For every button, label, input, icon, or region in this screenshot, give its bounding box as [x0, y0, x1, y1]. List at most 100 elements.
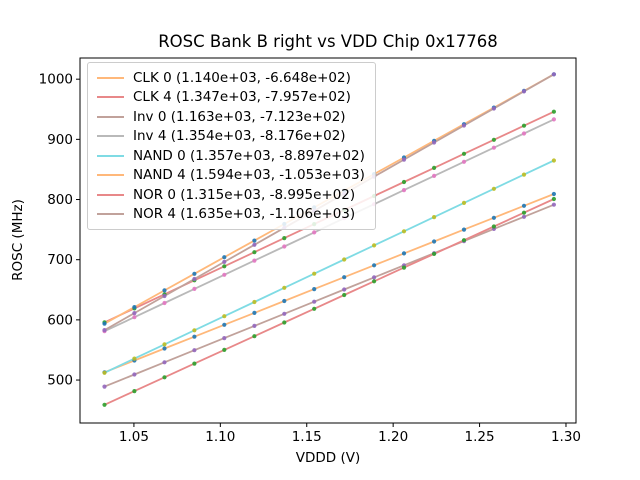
data-point-marker [282, 311, 287, 316]
data-point-marker [192, 348, 197, 353]
x-axis-label: VDDD (V) [296, 450, 360, 466]
data-point-marker [312, 306, 317, 311]
data-point-marker [192, 361, 197, 366]
data-point-marker [132, 372, 137, 377]
data-point-marker [432, 140, 437, 145]
data-point-marker [222, 264, 227, 269]
legend-entry: CLK 0 (1.140e+03, -6.648e+02) [97, 68, 365, 88]
legend-label: CLK 0 (1.140e+03, -6.648e+02) [133, 69, 351, 86]
data-point-marker [102, 321, 107, 326]
y-tick-label: 900 [47, 132, 73, 148]
legend-label: Inv 0 (1.163e+03, -7.123e+02) [133, 108, 346, 125]
data-point-marker [521, 131, 527, 136]
data-point-marker [461, 123, 467, 128]
legend-swatch [97, 115, 124, 118]
data-point-marker [132, 356, 137, 361]
data-point-marker [162, 300, 167, 306]
legend-entry: NOR 0 (1.315e+03, -8.995e+02) [97, 185, 365, 205]
y-tick-label: 1000 [39, 72, 73, 88]
data-point-marker [342, 287, 347, 292]
data-point-marker [372, 263, 377, 268]
legend-swatch [97, 174, 124, 177]
data-point-marker [252, 299, 257, 305]
x-tick-label: 1.20 [378, 429, 408, 445]
data-point-marker [461, 200, 467, 205]
data-point-marker [222, 272, 227, 277]
data-point-marker [491, 215, 496, 220]
data-point-marker [521, 123, 527, 128]
data-point-marker [132, 315, 137, 320]
data-point-marker [342, 257, 347, 262]
data-point-marker [551, 72, 557, 77]
data-point-marker [401, 229, 407, 234]
y-tick-label: 600 [47, 312, 73, 328]
data-point-marker [372, 275, 377, 280]
data-point-marker [551, 196, 557, 202]
data-point-marker [432, 165, 437, 170]
y-tick-label: 500 [47, 373, 73, 389]
data-point-marker [222, 314, 227, 319]
data-point-marker [162, 360, 167, 365]
x-tick-label: 1.25 [465, 429, 495, 445]
legend-swatch [97, 96, 124, 99]
data-point-marker [312, 299, 317, 304]
data-point-marker [282, 298, 287, 304]
data-point-marker [252, 310, 257, 315]
legend-entry: NOR 4 (1.635e+03, -1.106e+03) [97, 205, 365, 225]
y-tick-label: 800 [47, 192, 73, 208]
data-point-marker [102, 384, 107, 389]
x-tick-label: 1.30 [551, 429, 581, 445]
data-point-marker [132, 311, 137, 316]
data-point-marker [102, 328, 107, 333]
legend-swatch [97, 193, 124, 196]
data-point-marker [461, 227, 467, 232]
data-point-marker [162, 288, 167, 293]
data-point-marker [252, 250, 257, 255]
legend-entry: CLK 4 (1.347e+03, -7.957e+02) [97, 88, 365, 108]
legend-label: NOR 4 (1.635e+03, -1.106e+03) [133, 206, 356, 223]
data-point-marker [312, 287, 317, 292]
data-point-marker [551, 109, 557, 114]
data-point-marker [372, 243, 377, 248]
data-point-marker [521, 203, 527, 208]
data-point-marker [521, 89, 527, 94]
x-tick-label: 1.15 [292, 429, 322, 445]
data-point-marker [162, 342, 167, 347]
data-point-marker [102, 402, 107, 407]
data-point-marker [192, 286, 197, 291]
legend-entry: Inv 4 (1.354e+03, -8.176e+02) [97, 127, 365, 147]
data-point-marker [162, 375, 167, 380]
data-point-marker [432, 173, 437, 178]
legend-entry: NAND 4 (1.594e+03, -1.053e+03) [97, 166, 365, 186]
data-point-marker [342, 275, 347, 280]
data-point-marker [551, 158, 557, 163]
data-point-marker [521, 214, 527, 219]
data-point-marker [252, 258, 257, 263]
data-point-marker [222, 336, 227, 341]
data-point-marker [401, 251, 407, 256]
legend-swatch [97, 76, 124, 79]
data-point-marker [162, 293, 167, 299]
data-point-marker [282, 236, 287, 241]
legend-entry: Inv 0 (1.163e+03, -7.123e+02) [97, 107, 365, 127]
data-point-marker [192, 334, 197, 339]
chart-title: ROSC Bank B right vs VDD Chip 0x17768 [158, 32, 498, 51]
data-point-marker [252, 242, 257, 247]
axes-frame [79, 57, 577, 424]
series-line [104, 203, 555, 388]
data-point-marker [192, 276, 197, 282]
legend-label: NOR 0 (1.315e+03, -8.995e+02) [133, 186, 356, 203]
data-point-marker [461, 159, 467, 164]
legend: CLK 0 (1.140e+03, -6.648e+02) CLK 4 (1.34… [87, 62, 376, 230]
data-point-marker [401, 157, 407, 162]
legend-label: CLK 4 (1.347e+03, -7.957e+02) [133, 89, 351, 106]
data-point-marker [491, 137, 496, 142]
series-line [104, 198, 555, 406]
data-point-marker [222, 322, 227, 327]
data-point-marker [342, 292, 347, 298]
data-point-marker [252, 323, 257, 328]
data-point-marker [432, 215, 437, 220]
series-line [104, 159, 555, 374]
y-axis-label: ROSC (MHz) [10, 199, 26, 281]
